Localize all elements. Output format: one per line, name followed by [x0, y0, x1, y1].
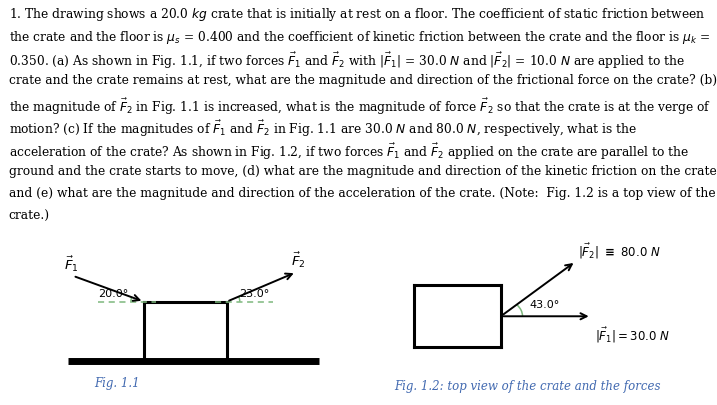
Text: $\vec{F}_1$: $\vec{F}_1$ [64, 254, 79, 273]
Text: crate and the crate remains at rest, what are the magnitude and direction of the: crate and the crate remains at rest, wha… [9, 74, 717, 87]
Text: and (e) what are the magnitude and direction of the acceleration of the crate. (: and (e) what are the magnitude and direc… [9, 187, 716, 200]
Text: crate.): crate.) [9, 209, 49, 222]
Text: $\vec{F}_2$: $\vec{F}_2$ [290, 250, 305, 270]
Text: acceleration of the crate? As shown in Fig. 1.2, if two forces $\vec{F}_1$ and $: acceleration of the crate? As shown in F… [9, 142, 689, 162]
Text: ground and the crate starts to move, (d) what are the magnitude and direction of: ground and the crate starts to move, (d)… [9, 164, 716, 177]
Text: 43.0°: 43.0° [529, 300, 559, 310]
Text: 1. The drawing shows a 20.0 $kg$ crate that is initially at rest on a floor. The: 1. The drawing shows a 20.0 $kg$ crate t… [9, 6, 705, 23]
Text: $|\vec{F}_2|\ \mathbf{\equiv}\ 80.0\ N$: $|\vec{F}_2|\ \mathbf{\equiv}\ 80.0\ N$ [578, 241, 660, 260]
Text: motion? (c) If the magnitudes of $\vec{F}_1$ and $\vec{F}_2$ in Fig. 1.1 are 30.: motion? (c) If the magnitudes of $\vec{F… [9, 119, 637, 139]
Text: Fig. 1.1: Fig. 1.1 [95, 376, 141, 389]
Text: $|\vec{F}_1| = 30.0\ N$: $|\vec{F}_1| = 30.0\ N$ [595, 325, 670, 344]
Text: 0.350. (a) As shown in Fig. 1.1, if two forces $\vec{F}_1$ and $\vec{F}_2$ with : 0.350. (a) As shown in Fig. 1.1, if two … [9, 51, 685, 71]
Text: the magnitude of $\vec{F}_2$ in Fig. 1.1 is increased, what is the magnitude of : the magnitude of $\vec{F}_2$ in Fig. 1.1… [9, 96, 711, 117]
Text: 23.0°: 23.0° [239, 289, 270, 299]
Text: 20.0°: 20.0° [98, 288, 128, 298]
Text: Fig. 1.2: top view of the crate and the forces: Fig. 1.2: top view of the crate and the … [394, 379, 661, 392]
Text: the crate and the floor is $\mu_s$ = 0.400 and the coefficient of kinetic fricti: the crate and the floor is $\mu_s$ = 0.4… [9, 29, 710, 46]
